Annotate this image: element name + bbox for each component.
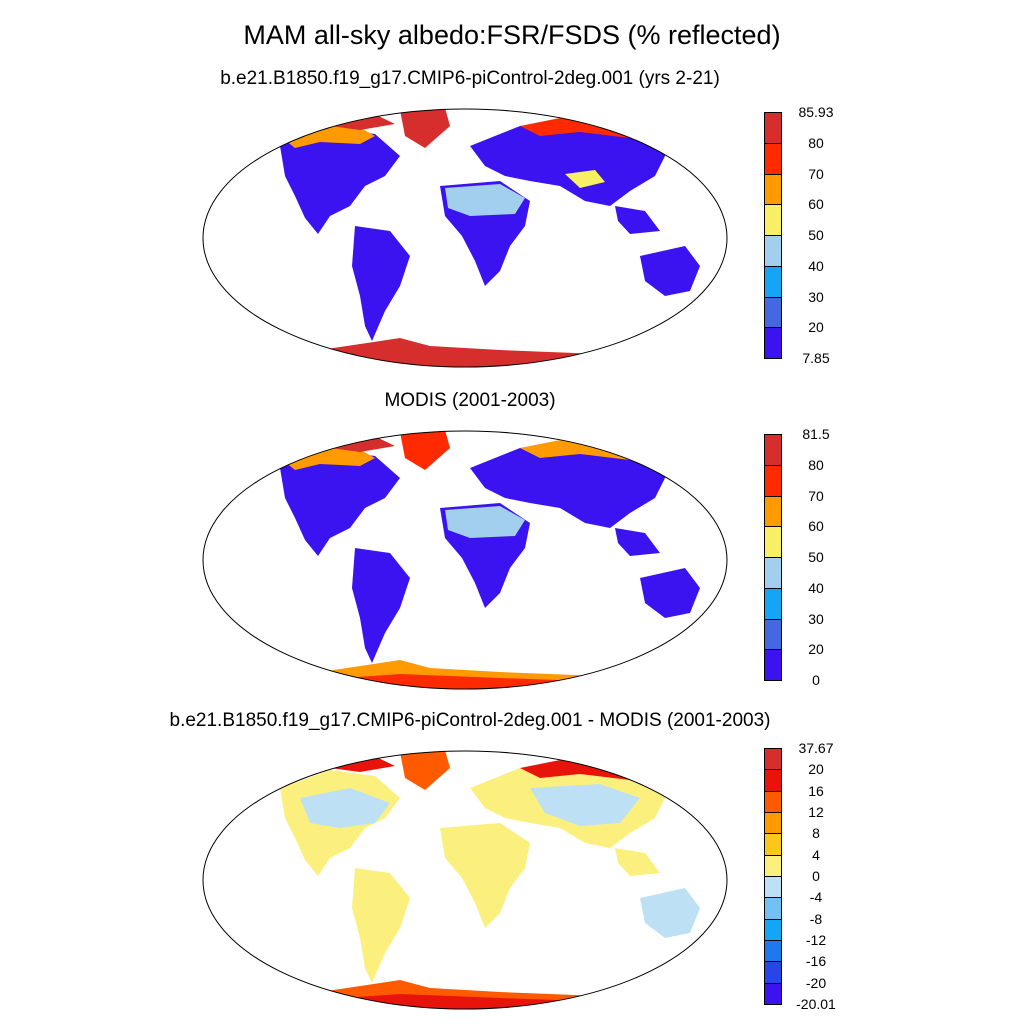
colorbar-label: -20.01 bbox=[796, 996, 836, 1012]
panel-3-colorbar: 37.67 20 16 12 8 4 0 -4 -8 -12 -16 -20 -20.01 bbox=[764, 740, 844, 1012]
colorbar-swatch bbox=[764, 235, 782, 267]
north-america bbox=[280, 450, 400, 556]
colorbar-label: -4 bbox=[809, 889, 823, 906]
colorbar-label: 4 bbox=[812, 846, 820, 863]
australia bbox=[640, 568, 700, 618]
colorbar-swatch bbox=[764, 526, 782, 558]
south-america bbox=[352, 868, 410, 983]
colorbar-swatch bbox=[764, 464, 782, 497]
eurasia bbox=[470, 442, 670, 528]
colorbar-label: 70 bbox=[808, 487, 824, 504]
colorbar-swatch bbox=[764, 833, 782, 856]
panel-1-colorbar: 85.93 80 70 60 50 40 30 20 7.85 bbox=[764, 104, 844, 366]
panel-2-title: MODIS (2001-2003) bbox=[384, 390, 556, 411]
south-america bbox=[352, 548, 410, 663]
north-america bbox=[280, 128, 400, 234]
colorbar-label: -16 bbox=[805, 953, 827, 970]
colorbar-label: 81.5 bbox=[802, 426, 830, 442]
australia bbox=[640, 888, 700, 938]
colorbar-swatch bbox=[764, 296, 782, 329]
colorbar-label: 30 bbox=[808, 610, 824, 627]
colorbar-label: 20 bbox=[808, 319, 824, 336]
sahara bbox=[445, 184, 525, 216]
colorbar-swatch bbox=[764, 173, 782, 206]
colorbar-swatch bbox=[764, 649, 782, 681]
panel-2-map-outline bbox=[202, 430, 728, 690]
figure-title: MAM all-sky albedo:FSR/FSDS (% reflected… bbox=[243, 20, 781, 50]
southeast-asia bbox=[615, 528, 660, 556]
tibet bbox=[565, 170, 605, 188]
south-america bbox=[352, 226, 410, 341]
panel-3-map-outline bbox=[202, 750, 728, 1010]
panel-1-map-outline bbox=[202, 108, 728, 368]
panel-3-map bbox=[202, 750, 728, 1010]
colorbar-swatch bbox=[764, 748, 782, 771]
colorbar-swatch bbox=[764, 204, 782, 236]
colorbar-label: 40 bbox=[808, 579, 824, 596]
colorbar-swatch bbox=[764, 918, 782, 941]
colorbar-swatch bbox=[764, 557, 782, 589]
colorbar-label: 16 bbox=[808, 782, 824, 799]
colorbar-swatch bbox=[764, 940, 782, 963]
colorbar-label: -20 bbox=[805, 974, 827, 991]
colorbar-label: 0 bbox=[812, 672, 820, 688]
colorbar-label: 20 bbox=[808, 761, 824, 778]
colorbar-label: 0 bbox=[812, 868, 820, 884]
colorbar-swatch bbox=[764, 327, 782, 359]
colorbar-label: 20 bbox=[808, 641, 824, 658]
colorbar-swatch bbox=[764, 961, 782, 984]
colorbar-label: 37.67 bbox=[798, 740, 834, 756]
colorbar-label: 60 bbox=[808, 518, 824, 535]
greenland bbox=[400, 431, 450, 470]
colorbar-swatch bbox=[764, 112, 782, 144]
colorbar-label: 30 bbox=[808, 288, 824, 305]
colorbar-label: 85.93 bbox=[798, 104, 834, 120]
colorbar-swatch bbox=[764, 897, 782, 920]
colorbar-swatch bbox=[764, 854, 782, 877]
colorbar-swatch bbox=[764, 982, 782, 1005]
sahara bbox=[445, 506, 525, 538]
southeast-asia bbox=[615, 848, 660, 876]
southeast-asia bbox=[615, 206, 660, 234]
colorbar-label: 40 bbox=[808, 257, 824, 274]
colorbar-swatch bbox=[764, 587, 782, 620]
colorbar-label: 50 bbox=[808, 227, 824, 243]
panel-1-title: b.e21.B1850.f19_g17.CMIP6-piControl-2deg… bbox=[220, 68, 720, 89]
panel-1-map bbox=[202, 108, 728, 368]
north-america-neg bbox=[300, 788, 390, 828]
panel-2-map bbox=[202, 430, 728, 690]
greenland bbox=[400, 109, 450, 148]
colorbar-swatch bbox=[764, 876, 782, 899]
eurasia bbox=[470, 120, 670, 206]
colorbar-swatch bbox=[764, 769, 782, 792]
colorbar-label: 50 bbox=[808, 549, 824, 565]
australia bbox=[640, 246, 700, 296]
colorbar-label: 80 bbox=[808, 134, 824, 151]
colorbar-label: 80 bbox=[808, 456, 824, 473]
colorbar-label: -12 bbox=[805, 932, 827, 948]
colorbar-swatch bbox=[764, 142, 782, 175]
colorbar-swatch bbox=[764, 812, 782, 835]
colorbar-swatch bbox=[764, 265, 782, 298]
colorbar-swatch bbox=[764, 495, 782, 528]
greenland bbox=[400, 751, 450, 790]
colorbar-label: 70 bbox=[808, 165, 824, 182]
colorbar-swatch bbox=[764, 618, 782, 651]
colorbar-label: 8 bbox=[812, 825, 820, 842]
colorbar-label: 12 bbox=[808, 804, 824, 820]
colorbar-swatch bbox=[764, 790, 782, 813]
antarctica bbox=[203, 338, 727, 367]
panel-3-title: b.e21.B1850.f19_g17.CMIP6-piControl-2deg… bbox=[169, 710, 771, 731]
colorbar-label: -8 bbox=[809, 910, 823, 927]
colorbar-label: 60 bbox=[808, 196, 824, 213]
panel-2-colorbar: 81.5 80 70 60 50 40 30 20 0 bbox=[764, 426, 844, 688]
eurasia-neg bbox=[530, 784, 640, 826]
colorbar-label: 7.85 bbox=[802, 350, 830, 366]
africa bbox=[440, 823, 530, 928]
colorbar-swatch bbox=[764, 434, 782, 466]
